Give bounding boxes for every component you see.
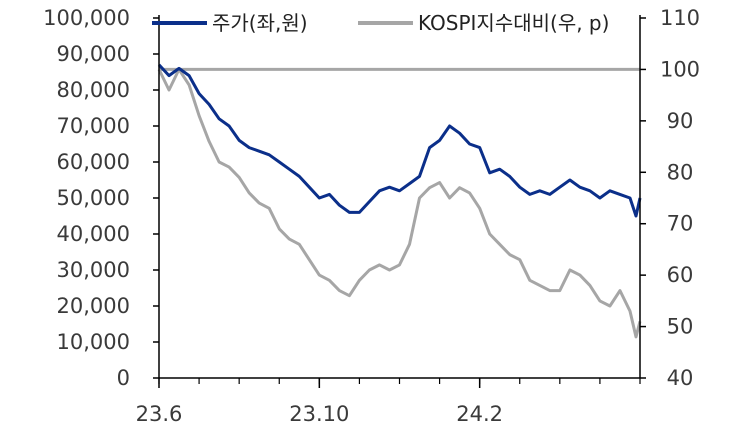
right-tick-label: 70 xyxy=(667,212,694,236)
right-tick-label: 60 xyxy=(667,263,694,287)
right-tick-label: 50 xyxy=(667,315,694,339)
legend: 주가(좌,원) KOSPI지수대비(우, p) xyxy=(152,11,609,35)
legend-label-stock-price: 주가(좌,원) xyxy=(212,11,308,35)
right-tick-label: 100 xyxy=(660,57,700,81)
series-line-1 xyxy=(157,67,642,339)
left-tick-label: 0 xyxy=(117,366,130,390)
axes-layer: 0 10,000 20,000 30,000 40,000 50,000 60,000 70,… xyxy=(43,6,700,426)
left-tick-label: 30,000 xyxy=(57,258,130,282)
x-tick-label: 23.6 xyxy=(136,402,183,426)
right-tick-label: 80 xyxy=(667,160,694,184)
left-tick-label: 70,000 xyxy=(57,114,130,138)
left-tick-label: 60,000 xyxy=(57,150,130,174)
left-tick-label: 100,000 xyxy=(43,6,130,30)
left-tick-label: 90,000 xyxy=(57,42,130,66)
x-tick-label: 24.2 xyxy=(456,402,503,426)
left-tick-label: 10,000 xyxy=(57,330,130,354)
left-tick-label: 50,000 xyxy=(57,186,130,210)
x-tick-label: 23.10 xyxy=(289,402,349,426)
series-layer xyxy=(157,63,642,339)
right-tick-label: 110 xyxy=(660,6,700,30)
left-tick-label: 80,000 xyxy=(57,78,130,102)
left-tick-label: 20,000 xyxy=(57,294,130,318)
legend-label-kospi-relative: KOSPI지수대비(우, p) xyxy=(418,11,609,35)
right-tick-label: 90 xyxy=(667,109,694,133)
left-tick-label: 40,000 xyxy=(57,222,130,246)
series-line-0 xyxy=(157,63,642,218)
right-tick-label: 40 xyxy=(667,366,694,390)
